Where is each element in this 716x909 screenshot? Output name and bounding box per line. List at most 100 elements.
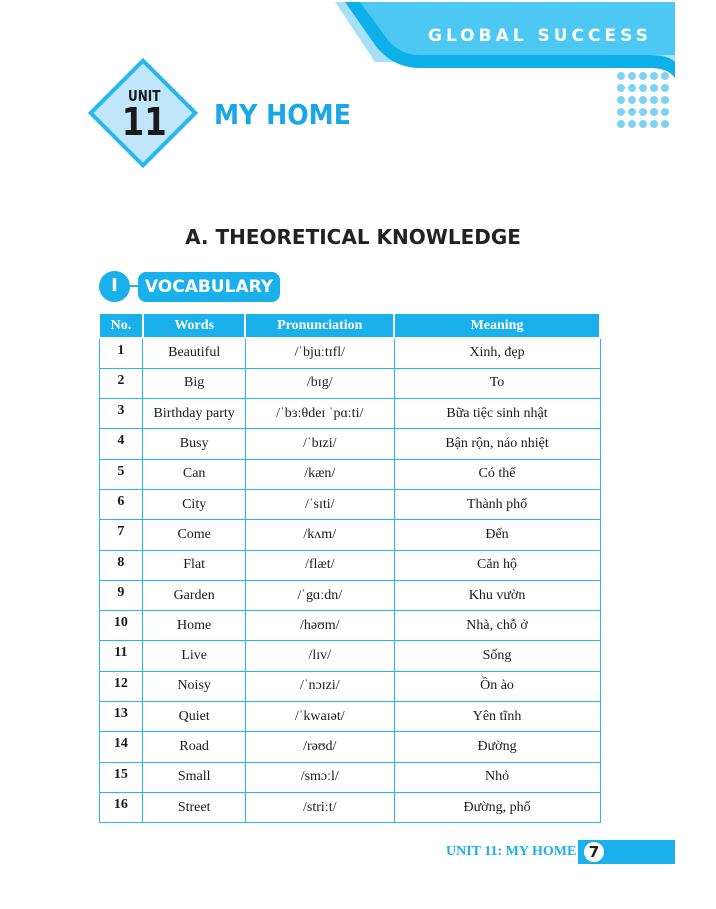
cell-no: 14 bbox=[98, 731, 144, 763]
cell-no: 9 bbox=[98, 579, 144, 612]
subsection-title: VOCABULARY bbox=[138, 272, 280, 302]
dot bbox=[661, 72, 669, 80]
cell-meaning: Căn hộ bbox=[393, 549, 601, 581]
table-row: 9 Garden/ˈgɑːdn/Khu vườn bbox=[98, 579, 601, 612]
cell-meaning: Bữa tiệc sinh nhật bbox=[393, 398, 601, 430]
cell-word: Street bbox=[142, 791, 246, 824]
table-row: 5 Can/kæn/Có thể bbox=[98, 458, 601, 490]
footer-label: UNIT 11: MY HOME bbox=[446, 844, 577, 859]
cell-word: Big bbox=[142, 367, 246, 400]
column-header: Words bbox=[141, 314, 247, 339]
table-row: 12 Noisy/ˈnɔɪzi/Ồn ào bbox=[98, 670, 601, 703]
unit-title: MY HOME bbox=[214, 98, 351, 131]
cell-no: 3 bbox=[98, 398, 144, 430]
cell-meaning: Nhỏ bbox=[393, 761, 601, 793]
cell-no: 6 bbox=[98, 488, 144, 521]
cell-word: Road bbox=[142, 731, 246, 763]
cell-word: Busy bbox=[142, 428, 246, 460]
dot bbox=[617, 72, 625, 80]
dot bbox=[650, 108, 658, 116]
cell-pronunciation: /kæn/ bbox=[244, 458, 395, 490]
table-row: 2 Big/bɪg/To bbox=[98, 367, 601, 400]
cell-word: Live bbox=[142, 640, 246, 672]
cell-pronunciation: /ˈbɜːθdeɪ ˈpɑːti/ bbox=[244, 398, 395, 430]
cell-pronunciation: /smɔːl/ bbox=[244, 761, 395, 793]
dot bbox=[628, 96, 636, 104]
cell-pronunciation: /kʌm/ bbox=[244, 519, 395, 551]
cell-word: Home bbox=[142, 610, 246, 642]
cell-no: 10 bbox=[98, 610, 144, 642]
cell-no: 11 bbox=[98, 640, 144, 672]
cell-no: 1 bbox=[98, 337, 144, 369]
cell-pronunciation: /ˈgɑːdn/ bbox=[244, 579, 395, 612]
table-row: 3 Birthday party/ˈbɜːθdeɪ ˈpɑːti/Bữa tiệc… bbox=[98, 398, 601, 430]
dot bbox=[628, 120, 636, 128]
section-title: A. THEORETICAL KNOWLEDGE bbox=[185, 225, 521, 249]
cell-no: 13 bbox=[98, 701, 144, 733]
table-row: 15 Small/smɔːl/Nhỏ bbox=[98, 761, 601, 793]
cell-pronunciation: /ˈnɔɪzi/ bbox=[244, 670, 395, 703]
cell-pronunciation: /həʊm/ bbox=[244, 610, 395, 642]
cell-pronunciation: /bɪg/ bbox=[244, 367, 395, 400]
dot bbox=[617, 120, 625, 128]
dot bbox=[617, 96, 625, 104]
cell-no: 4 bbox=[98, 428, 144, 460]
cell-meaning: Đường bbox=[393, 731, 601, 763]
cell-pronunciation: /striːt/ bbox=[244, 791, 395, 824]
cell-word: Come bbox=[142, 519, 246, 551]
cell-meaning: Thành phố bbox=[393, 488, 601, 521]
table-row: 14 Road/rəʊd/Đường bbox=[98, 731, 601, 763]
dot bbox=[639, 96, 647, 104]
dot bbox=[661, 108, 669, 116]
cell-meaning: Yên tĩnh bbox=[393, 701, 601, 733]
cell-word: Can bbox=[142, 458, 246, 490]
cell-pronunciation: /flæt/ bbox=[244, 549, 395, 581]
cell-pronunciation: /ˈkwaɪət/ bbox=[244, 701, 395, 733]
table-row: 10 Home/həʊm/Nhà, chỗ ở bbox=[98, 610, 601, 642]
table-row: 8 Flat/flæt/Căn hộ bbox=[98, 549, 601, 581]
cell-word: City bbox=[142, 488, 246, 521]
cell-pronunciation: /ˈsɪti/ bbox=[244, 488, 395, 521]
cell-pronunciation: /rəʊd/ bbox=[244, 731, 395, 763]
cell-word: Birthday party bbox=[142, 398, 246, 430]
dot bbox=[628, 84, 636, 92]
section-heading: A. THEORETICAL KNOWLEDGE bbox=[0, 225, 716, 249]
subsection-number: I bbox=[99, 271, 130, 302]
dot bbox=[650, 96, 658, 104]
cell-meaning: Sống bbox=[393, 640, 601, 672]
cell-meaning: Đường, phố bbox=[393, 791, 601, 824]
dot bbox=[661, 84, 669, 92]
page-number: 7 bbox=[582, 840, 606, 864]
dot bbox=[650, 120, 658, 128]
dot bbox=[617, 84, 625, 92]
dot bbox=[639, 120, 647, 128]
cell-no: 2 bbox=[98, 367, 144, 400]
dot bbox=[639, 72, 647, 80]
table-row: 1 Beautiful/ˈbjuːtɪfl/Xinh, đẹp bbox=[98, 337, 601, 369]
cell-no: 15 bbox=[98, 761, 144, 793]
dot bbox=[661, 120, 669, 128]
connector bbox=[130, 285, 139, 287]
table-row: 11 Live/lɪv/Sống bbox=[98, 640, 601, 672]
dot bbox=[617, 108, 625, 116]
vocabulary-table: No. Words Pronunciation Meaning 1 Beautiful /… bbox=[98, 314, 601, 824]
table-row: 16 Street/striːt/Đường, phố bbox=[98, 791, 601, 824]
cell-meaning: Bận rộn, náo nhiệt bbox=[393, 428, 601, 460]
cell-meaning: Khu vườn bbox=[393, 579, 601, 612]
unit-label: UNIT bbox=[128, 87, 161, 105]
cell-no: 12 bbox=[98, 670, 144, 703]
cell-word: Flat bbox=[142, 549, 246, 581]
cell-no: 8 bbox=[98, 549, 144, 581]
cell-no: 7 bbox=[98, 519, 144, 551]
table-row: 6 City/ˈsɪti/Thành phố bbox=[98, 488, 601, 521]
cell-meaning: Xinh, đẹp bbox=[393, 337, 601, 369]
cell-pronunciation: /ˈbɪzi/ bbox=[244, 428, 395, 460]
cell-meaning: Đến bbox=[393, 519, 601, 551]
dot bbox=[650, 84, 658, 92]
table-row: 13 Quiet/ˈkwaɪət/Yên tĩnh bbox=[98, 701, 601, 733]
column-header: Pronunciation bbox=[244, 314, 396, 339]
cell-word: Quiet bbox=[142, 701, 246, 733]
table-row: 7 Come/kʌm/Đến bbox=[98, 519, 601, 551]
column-header: No. bbox=[98, 314, 144, 339]
brand-name: GLOBAL SUCCESS bbox=[428, 26, 652, 46]
